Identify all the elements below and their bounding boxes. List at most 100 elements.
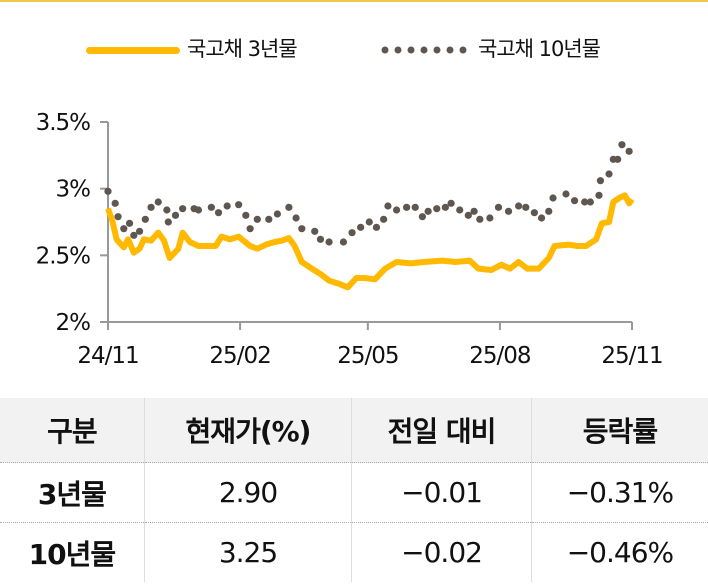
series-point-10y bbox=[494, 203, 503, 211]
y-tick-label: 2.5% bbox=[36, 243, 91, 269]
series-point-10y bbox=[441, 203, 449, 211]
y-tick-label: 3.5% bbox=[36, 110, 91, 136]
series-point-10y bbox=[411, 203, 419, 211]
series-point-10y bbox=[530, 209, 538, 217]
series-point-10y bbox=[253, 215, 261, 223]
series-point-10y bbox=[154, 198, 162, 206]
series-point-10y bbox=[207, 203, 215, 211]
series-point-10y bbox=[265, 215, 273, 223]
header-rate: 등락률 bbox=[530, 398, 708, 463]
series-point-10y bbox=[365, 218, 373, 226]
rate-value: −0.31% bbox=[530, 462, 708, 523]
series-point-10y bbox=[147, 203, 155, 211]
header-category: 구분 bbox=[0, 398, 145, 463]
series-point-10y bbox=[348, 229, 356, 237]
x-tick-label: 24/11 bbox=[77, 343, 138, 369]
series-point-10y bbox=[418, 213, 426, 221]
legend-label-10y: 국고채 10년물 bbox=[478, 37, 601, 61]
series-point-10y bbox=[625, 147, 633, 155]
series-point-10y bbox=[380, 215, 388, 223]
legend-line-swatch bbox=[86, 47, 180, 54]
series-point-10y bbox=[171, 211, 180, 219]
current-value: 3.25 bbox=[143, 522, 352, 582]
series-point-10y bbox=[570, 197, 579, 205]
series-point-10y bbox=[486, 214, 494, 222]
series-point-10y bbox=[549, 194, 557, 202]
row-label: 10년물 bbox=[0, 522, 145, 582]
series-point-10y bbox=[605, 170, 613, 178]
series-point-10y bbox=[298, 225, 306, 233]
series-point-10y bbox=[135, 227, 144, 235]
y-tick-label: 2% bbox=[56, 310, 91, 336]
series-point-10y bbox=[194, 206, 203, 214]
series-point-10y bbox=[285, 203, 293, 211]
table-header-row: 구분 현재가(%) 전일 대비 등락률 bbox=[0, 398, 708, 463]
series-point-10y bbox=[372, 223, 381, 231]
series-point-10y bbox=[384, 202, 392, 210]
series-point-10y bbox=[104, 187, 112, 195]
series-point-10y bbox=[311, 227, 319, 235]
series-point-10y bbox=[614, 155, 622, 163]
legend-dots-swatch bbox=[381, 46, 467, 54]
series-point-10y bbox=[522, 203, 530, 211]
series-point-10y bbox=[325, 238, 333, 246]
row-label: 3년물 bbox=[0, 462, 145, 523]
series-point-10y bbox=[242, 211, 250, 219]
series-line-3y bbox=[105, 192, 635, 291]
table-row: 10년물 3.25 −0.02 −0.46% bbox=[0, 522, 708, 582]
series-point-10y bbox=[470, 207, 478, 215]
series-point-10y bbox=[292, 214, 300, 222]
series-point-10y bbox=[163, 206, 171, 214]
series-point-10y bbox=[273, 210, 282, 218]
series-point-10y bbox=[179, 205, 187, 213]
series-point-10y bbox=[120, 225, 128, 233]
series-point-10y bbox=[504, 207, 513, 215]
series-point-10y bbox=[562, 190, 570, 198]
series-point-10y bbox=[618, 141, 626, 149]
yield-chart: 3.5% 3% 2.5% 2% 24/11 25/02 25/05 25/08 25/11 bbox=[36, 110, 664, 369]
series-point-10y bbox=[246, 225, 254, 233]
series-point-10y bbox=[545, 207, 553, 215]
rate-value: −0.46% bbox=[530, 522, 708, 582]
y-tick-label: 3% bbox=[56, 177, 91, 203]
series-point-10y bbox=[586, 198, 594, 206]
series-point-10y bbox=[130, 231, 138, 239]
series-point-10y bbox=[114, 213, 122, 221]
series-point-10y bbox=[464, 211, 472, 219]
yield-table: 구분 현재가(%) 전일 대비 등락률 3년물 2.90 −0.01 −0.31… bbox=[0, 398, 708, 582]
series-point-10y bbox=[316, 235, 325, 243]
header-change: 전일 대비 bbox=[351, 398, 532, 463]
series-point-10y bbox=[111, 199, 119, 207]
series-point-10y bbox=[476, 215, 484, 223]
x-tick-label: 25/11 bbox=[601, 343, 662, 369]
change-value: −0.01 bbox=[351, 462, 532, 523]
legend: 국고채 3년물 국고채 10년물 bbox=[0, 30, 708, 66]
series-point-10y bbox=[403, 203, 411, 211]
legend-label-3y: 국고채 3년물 bbox=[187, 37, 298, 61]
top-border bbox=[0, 0, 708, 2]
series-point-10y bbox=[141, 215, 149, 223]
series-point-10y bbox=[595, 191, 603, 199]
series-point-10y bbox=[537, 214, 546, 222]
header-current: 현재가(%) bbox=[143, 398, 352, 463]
change-value: −0.02 bbox=[351, 522, 532, 582]
series-point-10y bbox=[596, 177, 605, 185]
x-tick-label: 25/02 bbox=[209, 343, 270, 369]
series-point-10y bbox=[235, 201, 243, 209]
series-point-10y bbox=[456, 206, 464, 214]
series-point-10y bbox=[164, 218, 172, 226]
series-point-10y bbox=[214, 209, 223, 217]
series-point-10y bbox=[581, 198, 589, 206]
table-row: 3년물 2.90 −0.01 −0.31% bbox=[0, 462, 708, 523]
series-point-10y bbox=[392, 206, 401, 214]
series-point-10y bbox=[125, 219, 134, 227]
series-point-10y bbox=[433, 205, 441, 213]
series-point-10y bbox=[357, 223, 365, 231]
series-point-10y bbox=[514, 202, 523, 210]
series-point-10y bbox=[223, 202, 231, 210]
series-point-10y bbox=[339, 238, 348, 246]
x-tick-label: 25/08 bbox=[469, 343, 531, 369]
current-value: 2.90 bbox=[143, 462, 352, 523]
series-point-10y bbox=[447, 199, 455, 207]
